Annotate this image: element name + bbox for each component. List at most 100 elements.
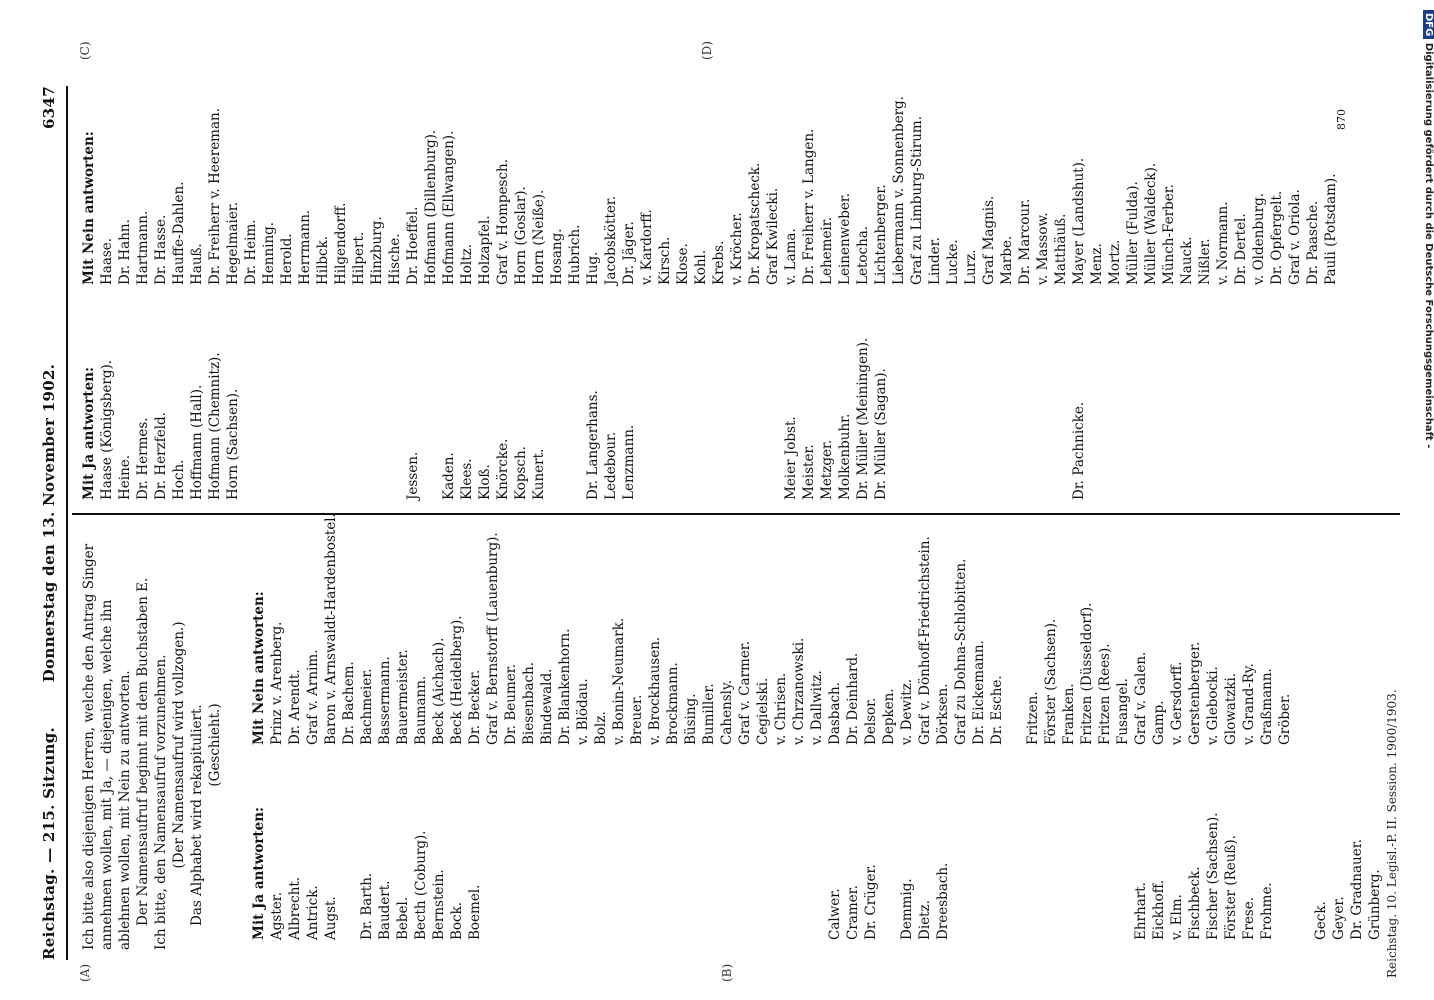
list-spacer: [296, 338, 314, 500]
list-spacer: [484, 807, 502, 940]
member-name: Dr. Paasche.: [1305, 200, 1321, 285]
list-spacer: [998, 338, 1016, 500]
left-nein-heading: Mit Nein antworten:: [251, 591, 267, 745]
member-name: Cahensly.: [719, 679, 735, 745]
member-name: Cramer.: [845, 885, 861, 940]
member-name: Müller (Waldeck).: [1143, 162, 1159, 285]
member-name: Kaden.: [441, 452, 457, 500]
member-name: Dr. Beumer.: [503, 663, 519, 745]
list-spacer: [980, 338, 998, 500]
member-name: Nauck.: [1179, 236, 1195, 285]
member-name: Horn (Sachsen).: [225, 388, 241, 500]
list-spacer: [502, 807, 520, 940]
list-spacer: [926, 338, 944, 500]
right-ja-list: Mit Ja antworten: Haase (Königsberg). Hei…: [80, 338, 1088, 500]
member-name: Förster (Sachsen).: [1043, 618, 1059, 745]
intro-paragraph: Das Alphabet wird rekapituliert.: [189, 704, 205, 926]
member-name: Hoffmann (Hall).: [189, 384, 205, 500]
member-name: Dr. Langerhans.: [585, 390, 601, 500]
member-name: Dr. Eickemann.: [971, 640, 987, 745]
member-name: Holzapfel.: [477, 215, 493, 285]
marker-b: (B): [720, 963, 734, 982]
dfg-logo: DFG: [1423, 10, 1434, 40]
member-name: Hoch.: [171, 459, 187, 500]
list-spacer: [278, 338, 296, 500]
member-name: Kloß.: [477, 464, 493, 500]
member-name: Dr. Barth.: [359, 872, 375, 940]
member-name: Horn (Goslar).: [513, 186, 529, 285]
member-name: Dr. Blankenhorn.: [557, 628, 573, 745]
member-name: Münch-Ferber.: [1161, 184, 1177, 285]
member-name: Henning.: [261, 221, 277, 285]
list-spacer: [548, 338, 566, 500]
member-name: Graf zu Dohna-Schlobitten.: [953, 558, 969, 745]
member-name: Hartmann.: [135, 210, 151, 285]
member-name: Fischbeck.: [1187, 866, 1203, 940]
member-name: Bauermeister.: [395, 649, 411, 745]
list-spacer: [566, 338, 584, 500]
list-spacer: [350, 338, 368, 500]
member-name: Baron v. Arnswaldt-Hardenbostel.: [323, 513, 339, 745]
member-name: Hinzburg.: [369, 216, 385, 285]
member-name: Graf v. Hompesch.: [495, 159, 511, 285]
list-spacer: [1114, 807, 1132, 940]
list-spacer: [962, 338, 980, 500]
member-name: Molkenbuhr.: [837, 413, 853, 500]
list-spacer: [1006, 807, 1024, 940]
member-name: Dr. Herzfeld.: [153, 412, 169, 500]
list-spacer: [674, 338, 692, 500]
member-name: Bindewald.: [539, 668, 555, 745]
member-name: Augst.: [323, 896, 339, 940]
member-name: Lurz.: [963, 249, 979, 285]
member-name: Dreesbach.: [935, 862, 951, 940]
list-spacer: [1006, 513, 1024, 745]
member-name: v. Dallwitz.: [809, 670, 825, 745]
list-spacer: [790, 807, 808, 940]
member-name: Prinz v. Arenberg.: [269, 621, 285, 745]
list-spacer: [664, 807, 682, 940]
member-name: Antrick.: [305, 885, 321, 940]
member-name: Holtz.: [459, 243, 475, 285]
member-name: Eickhoff.: [1151, 879, 1167, 940]
member-name: Dr. Hasse.: [153, 214, 169, 285]
member-name: v. Kardorff.: [639, 209, 655, 285]
list-spacer: [764, 338, 782, 500]
member-name: Nißler.: [1197, 238, 1213, 285]
list-spacer: [1034, 338, 1052, 500]
member-name: Matthäuß.: [1053, 213, 1069, 285]
member-name: Dietz.: [917, 900, 933, 940]
list-spacer: [260, 338, 278, 500]
list-spacer: [808, 807, 826, 940]
header-page-number: 6347: [40, 86, 58, 129]
member-name: Kohl.: [693, 249, 709, 285]
member-name: Agster.: [269, 892, 285, 940]
member-name: v. Bonin-Neumark.: [611, 617, 627, 745]
member-name: Hofmann (Dillenburg).: [423, 129, 439, 285]
member-name: Geyer.: [1331, 896, 1347, 940]
member-name: Dr. Hahn.: [117, 219, 133, 285]
list-spacer: [242, 338, 260, 500]
member-name: v. Grand-Ry.: [1241, 663, 1257, 745]
list-spacer: [1294, 807, 1312, 940]
intro-paragraph: (Der Namensaufruf wird vollzogen.): [171, 621, 187, 869]
member-name: Kirsch.: [657, 236, 673, 285]
member-name: v. Oldenburg.: [1251, 192, 1267, 285]
member-name: Calwer.: [827, 888, 843, 940]
member-name: Graf Magnis.: [981, 195, 997, 285]
intro-block: Ich bitte also diejenigen Herren, welche…: [80, 540, 224, 950]
member-name: Kunert.: [531, 448, 547, 500]
member-name: Leinenweber.: [837, 192, 853, 285]
member-name: v. Dewitz.: [899, 678, 915, 745]
intro-paragraph: Ich bitte, den Namensaufruf vorzunehmen.: [153, 654, 169, 951]
member-name: Cegielski.: [755, 677, 771, 745]
member-name: Fischer (Sachsen).: [1205, 812, 1221, 940]
member-name: Hilpert.: [351, 231, 367, 285]
member-name: Hofmann (Chemnitz).: [207, 352, 223, 500]
member-name: Müller (Fulda).: [1125, 181, 1141, 285]
member-name: Jessen.: [405, 451, 421, 500]
member-name: Graf zu Limburg-Stirum.: [909, 116, 925, 285]
member-name: Fritzen.: [1025, 691, 1041, 745]
right-nein-list: Mit Nein antworten: Haase. Dr. Hahn. Hartm…: [80, 96, 1340, 285]
member-name: Hauß.: [189, 243, 205, 285]
